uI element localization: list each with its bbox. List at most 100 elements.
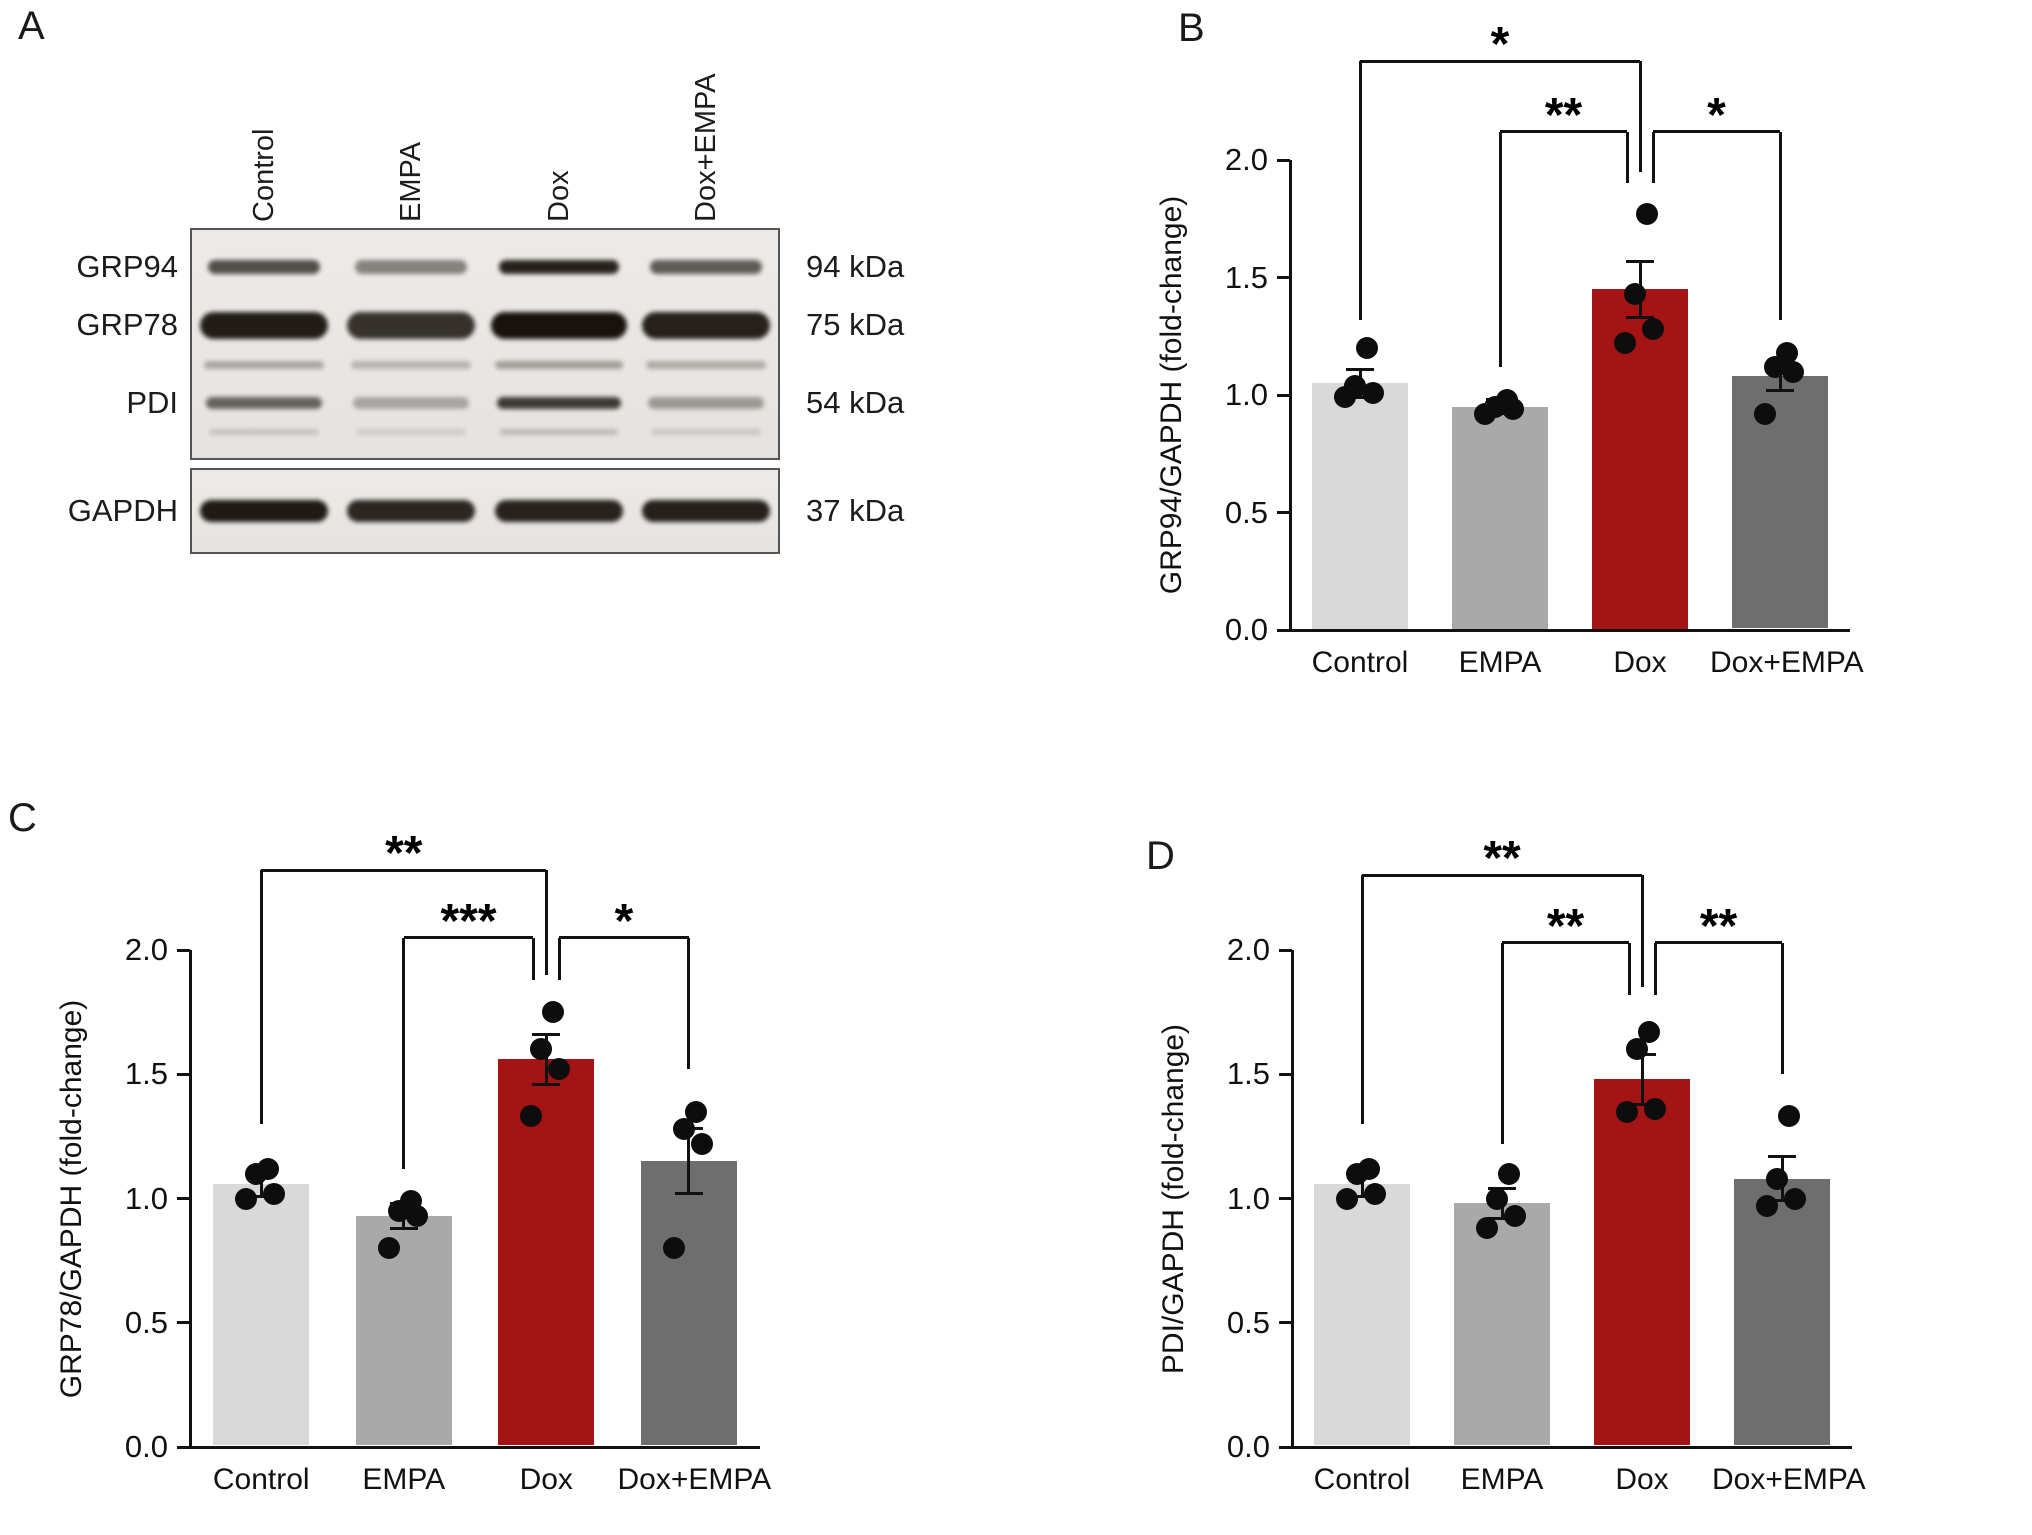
y-axis xyxy=(1288,160,1292,632)
significance-label: * xyxy=(1707,88,1726,142)
y-axis xyxy=(188,950,192,1449)
y-tick-label: 0.5 xyxy=(124,1304,168,1340)
sig-bracket-horizontal xyxy=(1360,59,1640,63)
significance-label: ** xyxy=(1483,832,1521,886)
blot-band xyxy=(651,429,762,436)
blot-band xyxy=(496,397,621,410)
blot-kda-label: 54 kDa xyxy=(806,385,905,421)
x-axis xyxy=(188,1445,760,1449)
data-point xyxy=(1756,1194,1778,1217)
sig-bracket-vertical xyxy=(1500,942,1504,1144)
sig-bracket-horizontal xyxy=(403,936,534,940)
blot-row-label: GRP94 xyxy=(76,249,178,285)
blot-band xyxy=(208,429,319,436)
error-cap xyxy=(1626,315,1654,319)
blot-band xyxy=(648,397,765,410)
error-cap xyxy=(1346,395,1374,399)
significance-label: ** xyxy=(1544,88,1583,142)
x-category-label: Dox+EMPA xyxy=(1712,1463,1866,1496)
data-point xyxy=(690,1132,713,1155)
sig-bracket-horizontal xyxy=(1502,941,1629,945)
x-category-label: Dox xyxy=(519,1463,573,1496)
significance-label: ** xyxy=(1699,899,1738,953)
y-axis-label: GRP94/GAPDH (fold-change) xyxy=(1155,195,1188,595)
y-tick-label: 1.5 xyxy=(1226,1056,1270,1092)
y-tick xyxy=(177,1445,190,1449)
error-cap xyxy=(1768,1154,1796,1158)
blot-band xyxy=(490,311,627,339)
y-tick-label: 0.0 xyxy=(1226,1429,1270,1464)
y-tick xyxy=(1277,158,1290,162)
data-point xyxy=(1644,1098,1666,1121)
sig-bracket-vertical xyxy=(1627,942,1631,995)
data-point xyxy=(1498,1162,1520,1185)
x-category-label: Dox xyxy=(1615,1463,1669,1496)
y-tick xyxy=(1279,1445,1292,1449)
y-tick xyxy=(1277,511,1290,514)
y-tick xyxy=(177,1197,190,1200)
blot-band xyxy=(494,360,623,369)
sig-bracket-vertical xyxy=(1625,131,1629,184)
bar xyxy=(355,1215,452,1446)
bar xyxy=(1454,1203,1550,1446)
error-cap xyxy=(532,1082,561,1086)
y-tick xyxy=(1279,1072,1292,1076)
y-tick xyxy=(177,1321,190,1325)
significance-label: *** xyxy=(440,894,497,948)
x-axis xyxy=(1290,1445,1852,1449)
blot-row-label: PDI xyxy=(126,385,178,421)
panel-label-b: B xyxy=(1178,6,1205,50)
blot-band xyxy=(356,429,467,436)
blot-band xyxy=(205,397,322,410)
panel-label-a: A xyxy=(18,4,45,48)
error-cap xyxy=(247,1194,276,1198)
sig-bracket-horizontal xyxy=(261,868,547,872)
data-point xyxy=(1614,332,1636,355)
x-category-label: Dox xyxy=(1613,646,1667,679)
y-axis-label: GRP78/GAPDH (fold-change) xyxy=(55,999,88,1398)
y-tick-label: 0.5 xyxy=(1226,1304,1270,1340)
data-point xyxy=(1624,282,1646,305)
data-point xyxy=(1336,1187,1358,1210)
sig-bracket-vertical xyxy=(1498,131,1502,367)
blot-lane-label: EMPA xyxy=(395,141,428,222)
blot-band xyxy=(347,311,476,339)
bar xyxy=(1312,383,1408,629)
data-point xyxy=(1638,1021,1660,1043)
data-point xyxy=(548,1058,571,1081)
data-point xyxy=(1616,1100,1638,1123)
sig-bracket-vertical xyxy=(1638,61,1642,172)
sig-bracket-vertical xyxy=(259,870,263,1124)
error-cap xyxy=(532,1032,561,1036)
data-point xyxy=(1496,388,1518,411)
blot-row-label: GAPDH xyxy=(67,493,178,528)
data-point xyxy=(1358,1157,1380,1180)
x-axis xyxy=(1288,628,1850,632)
data-point xyxy=(1364,1182,1386,1205)
blot-lane-label: Control xyxy=(247,128,280,223)
bar xyxy=(213,1183,310,1446)
data-point xyxy=(1784,1187,1806,1210)
data-point xyxy=(1356,337,1378,359)
data-point xyxy=(520,1105,543,1128)
y-tick-label: 1.5 xyxy=(1224,259,1268,295)
blot-band xyxy=(203,360,324,369)
y-tick xyxy=(177,948,190,952)
data-point xyxy=(542,1001,565,1024)
data-point xyxy=(1766,1167,1788,1190)
y-tick-label: 2.0 xyxy=(1224,142,1268,177)
sig-bracket-vertical xyxy=(402,937,406,1169)
error-cap xyxy=(1626,259,1654,263)
sig-bracket-horizontal xyxy=(1500,130,1627,134)
y-tick-label: 0.0 xyxy=(1224,612,1268,647)
sig-bracket-vertical xyxy=(544,870,548,975)
sig-bracket-vertical xyxy=(1358,61,1362,320)
blot-row-label: GRP78 xyxy=(76,307,178,343)
blot-band xyxy=(207,260,320,275)
sig-bracket-vertical xyxy=(1360,875,1364,1124)
bar xyxy=(640,1161,737,1446)
sig-bracket-vertical xyxy=(531,937,535,980)
significance-label: ** xyxy=(385,827,423,881)
x-category-label: EMPA xyxy=(362,1463,446,1496)
y-tick-label: 1.0 xyxy=(124,1180,168,1216)
